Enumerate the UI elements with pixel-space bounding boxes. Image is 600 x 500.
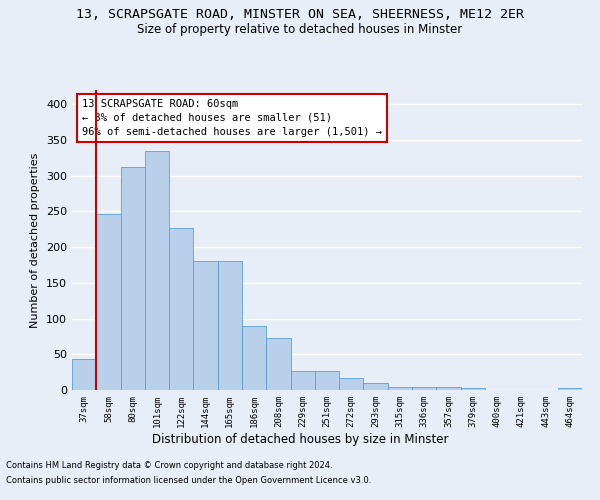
Text: Contains public sector information licensed under the Open Government Licence v3: Contains public sector information licen… (6, 476, 371, 485)
Y-axis label: Number of detached properties: Number of detached properties (31, 152, 40, 328)
Bar (436, 387, 461, 390)
Bar (461, 388, 485, 390)
Bar (558, 388, 582, 390)
Bar (145, 150, 169, 390)
Bar (242, 326, 266, 390)
Bar (218, 262, 242, 390)
Text: 13 SCRAPSGATE ROAD: 60sqm
← 3% of detached houses are smaller (51)
96% of semi-d: 13 SCRAPSGATE ROAD: 60sqm ← 3% of detach… (82, 99, 382, 137)
Bar (193, 262, 218, 390)
Bar (364, 383, 388, 390)
Bar (169, 228, 193, 390)
Bar (315, 370, 339, 390)
Bar (388, 387, 412, 390)
Text: Distribution of detached houses by size in Minster: Distribution of detached houses by size … (152, 432, 448, 446)
Bar (339, 378, 364, 390)
Text: 13, SCRAPSGATE ROAD, MINSTER ON SEA, SHEERNESS, ME12 2ER: 13, SCRAPSGATE ROAD, MINSTER ON SEA, SHE… (76, 8, 524, 20)
Bar (412, 387, 436, 390)
Text: Contains HM Land Registry data © Crown copyright and database right 2024.: Contains HM Land Registry data © Crown c… (6, 461, 332, 470)
Bar (96, 214, 121, 390)
Bar (266, 338, 290, 390)
Bar (290, 370, 315, 390)
Bar (121, 167, 145, 390)
Bar (72, 358, 96, 390)
Text: Size of property relative to detached houses in Minster: Size of property relative to detached ho… (137, 22, 463, 36)
